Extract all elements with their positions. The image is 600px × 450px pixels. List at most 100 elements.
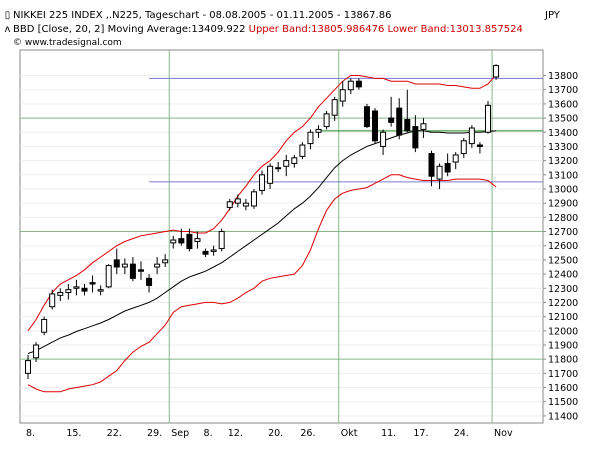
y-tick-label: 13700 (548, 85, 578, 96)
candle-body (476, 144, 483, 147)
x-tick-label: 20. (268, 428, 283, 439)
candle-body (178, 238, 185, 244)
y-tick-label: 12700 (548, 227, 578, 238)
candle-body (259, 174, 266, 191)
candle-body (81, 287, 88, 292)
y-tick-label: 12000 (548, 326, 578, 337)
y-tick-label: 13000 (548, 184, 578, 195)
x-tick-label: 17. (413, 428, 428, 439)
candle-body (210, 249, 217, 252)
candle-body (388, 117, 395, 123)
x-tick-label: 26. (300, 428, 315, 439)
candle-body (283, 160, 290, 167)
y-tick-label: 12300 (548, 284, 578, 295)
y-tick-label: 11400 (548, 411, 578, 422)
x-tick-label: 12. (228, 428, 243, 439)
y-tick-label: 13400 (548, 128, 578, 139)
x-tick-label: 11. (381, 428, 396, 439)
candle-body (234, 198, 241, 204)
y-tick-label: 13500 (548, 114, 578, 125)
y-tick-label: 13100 (548, 170, 578, 181)
x-tick-label: 15. (66, 428, 81, 439)
candle-body (468, 127, 475, 145)
candle-body (194, 238, 201, 242)
y-tick-label: 11600 (548, 383, 578, 394)
source-credit: © www.tradesignal.com (13, 38, 122, 48)
candle-body (307, 131, 314, 145)
x-tick-label: 8. (204, 428, 213, 439)
candle-body (146, 277, 153, 286)
candle-body (33, 344, 40, 359)
candle-body (380, 131, 387, 147)
candle-body (121, 263, 128, 268)
x-tick-label: 8. (26, 428, 35, 439)
candle-body (73, 286, 80, 289)
y-tick-label: 11800 (548, 355, 578, 366)
candle-body (460, 140, 467, 155)
y-axis: 11400 11500 11600 11700 11800 11900 12000 12100… (543, 71, 578, 422)
y-tick-label: 12200 (548, 298, 578, 309)
candles (25, 64, 500, 380)
candle-body (41, 318, 48, 333)
candle-body (129, 263, 136, 279)
candle-body (57, 292, 64, 296)
candle-body (113, 259, 120, 268)
x-tick-label: 29. (147, 428, 162, 439)
candle-body (186, 233, 193, 250)
lower-band-line (27, 174, 497, 393)
candle-body (291, 157, 298, 164)
candle-body (339, 89, 346, 102)
candle-body (65, 289, 72, 294)
candle-body (105, 265, 112, 288)
ticker-line: NIKKEI 225 INDEX ,.N225, Tageschart - 08… (13, 10, 392, 21)
candle-body (25, 360, 31, 374)
candle-body (412, 126, 419, 149)
lower-band-value: Lower Band:13013.857524 (387, 24, 523, 35)
candle-body (226, 201, 233, 208)
indicator-prefix: BBD [Close, 20, 2] Moving Average:13409.… (13, 24, 246, 35)
candle-body (315, 128, 322, 133)
candle-body (170, 239, 177, 244)
grid (20, 50, 543, 423)
candle-body (97, 289, 104, 292)
bollinger-icon: ʌ (4, 24, 11, 35)
x-tick-label: Sep (171, 428, 189, 439)
chart-title: ▯ NIKKEI 225 INDEX ,.N225, Tageschart - 0… (4, 10, 392, 21)
candle-body (299, 144, 306, 157)
candle-body (484, 104, 491, 133)
y-tick-label: 13200 (548, 156, 578, 167)
plot-frame (19, 49, 544, 424)
candle-body (275, 167, 282, 170)
indicator-line: ʌ BBD [Close, 20, 2] Moving Average:13409… (4, 24, 523, 35)
y-tick-label: 13300 (548, 142, 578, 153)
candle-body (218, 231, 225, 250)
candle-body (49, 293, 56, 308)
x-tick-label: 24. (454, 428, 469, 439)
candle-body (137, 269, 144, 272)
upper-band-value: Upper Band:13805.986476 (248, 24, 385, 35)
candle-body (363, 106, 370, 128)
y-tick-label: 11900 (548, 340, 578, 351)
candle-body (323, 113, 330, 128)
candle-body (202, 250, 209, 255)
upper-band-line (27, 74, 497, 332)
candle-body (493, 65, 500, 78)
x-axis: 8. 15. 22. 29. Sep 8. 12. 20. 26. Okt 11. 17. 24. Nov (26, 428, 513, 439)
candle-body (154, 263, 161, 268)
candle-body (372, 110, 379, 142)
x-tick-label: 22. (107, 428, 122, 439)
y-tick-label: 12800 (548, 213, 578, 224)
x-tick-label: Okt (341, 428, 358, 439)
candle-body (347, 80, 354, 91)
candle-body (162, 259, 169, 264)
candle-body (396, 107, 403, 136)
candle-body (267, 165, 274, 184)
y-tick-label: 13800 (548, 71, 578, 82)
candle-body (89, 282, 96, 285)
candlestick-icon: ▯ (4, 10, 11, 21)
candle-body (452, 154, 459, 163)
candle-body (444, 162, 451, 173)
y-tick-label: 12600 (548, 241, 578, 252)
